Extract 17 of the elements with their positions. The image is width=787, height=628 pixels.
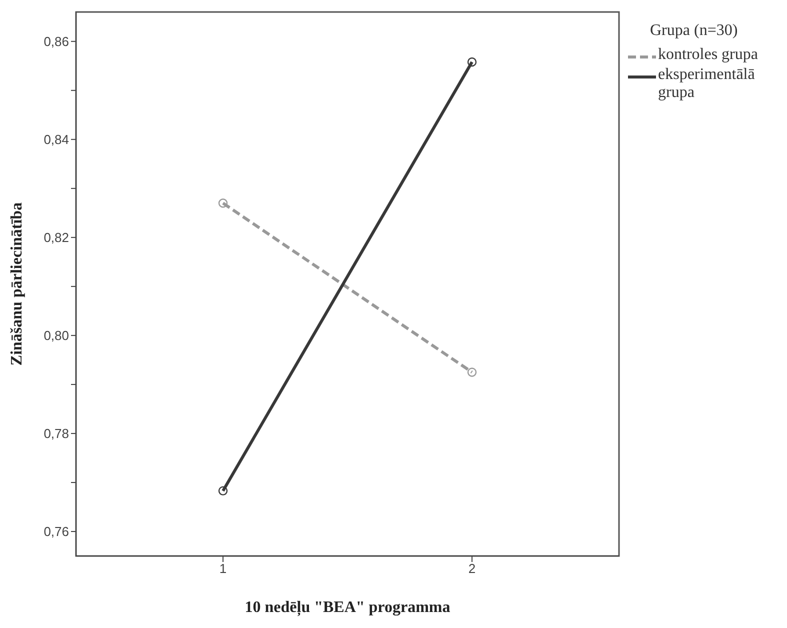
x-tick-label: 1	[219, 561, 227, 576]
point	[467, 57, 477, 67]
x-axis-title: 10 nedēļu "BEA" programma	[244, 599, 450, 617]
x-tick-label: 2	[468, 561, 476, 576]
y-tick-label: 0,76	[44, 524, 69, 540]
y-tick-label: 0,82	[44, 230, 69, 246]
y-tick-label: 0,86	[44, 34, 69, 50]
point	[218, 486, 228, 496]
legend-title: Grupa (n=30)	[650, 22, 739, 40]
point	[467, 368, 477, 377]
legend-label: eksperimentālā grupa	[658, 66, 756, 102]
legend-label: kontroles grupa	[658, 46, 759, 64]
y-tick-label: 0,84	[44, 132, 69, 148]
y-tick-label: 0,80	[44, 328, 69, 344]
y-tick-label: 0,78	[44, 426, 69, 442]
point	[218, 198, 228, 208]
y-axis-title: Zināšanu pārliecinātība	[8, 202, 26, 366]
